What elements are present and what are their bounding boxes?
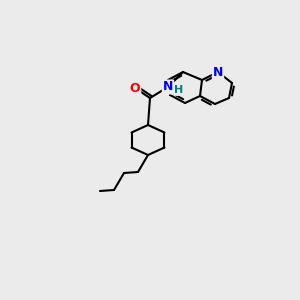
- Text: H: H: [174, 85, 184, 95]
- Text: N: N: [213, 65, 223, 79]
- Text: N: N: [163, 80, 173, 94]
- Text: O: O: [130, 82, 140, 94]
